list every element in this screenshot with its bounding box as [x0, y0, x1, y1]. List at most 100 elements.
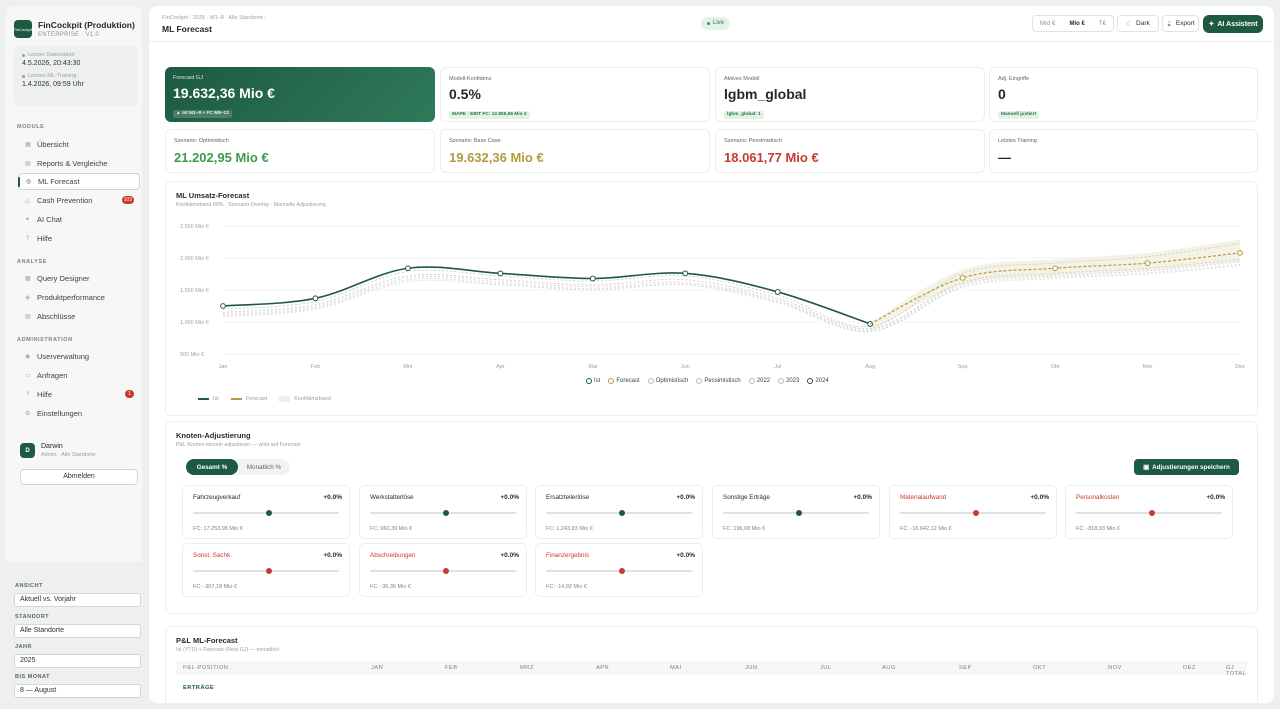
legend-item[interactable]: Optimistisch	[647, 378, 689, 384]
legend-item[interactable]: Pessimistisch	[696, 378, 741, 384]
sidebar: FinCockpit FinCockpit (Produktion) ENTER…	[6, 6, 142, 703]
node-slider[interactable]	[193, 510, 339, 516]
legend-item: Konfidenzband	[279, 396, 331, 402]
series-line-ist	[222, 266, 871, 325]
nav-item-ai-chat[interactable]: ✦ AI Chat	[18, 211, 140, 228]
pl-column-header: DEZ	[1183, 665, 1196, 671]
unit-t[interactable]: T€	[1098, 20, 1106, 27]
sparkle-icon: ✦	[1208, 21, 1215, 28]
nav-section-admin: ADMINISTRATION	[17, 337, 73, 343]
y-tick-label: 2.000 Mio €	[180, 256, 209, 262]
legend-item[interactable]: 2023	[778, 378, 799, 384]
nav-item-admin-hilfe[interactable]: ? Hilfe 1	[18, 386, 140, 403]
slider-handle[interactable]	[266, 510, 272, 516]
legend-label: Ist	[213, 396, 219, 402]
legend-item[interactable]: 2024	[807, 378, 829, 384]
site-select[interactable]: Alle Standorte	[14, 624, 141, 638]
legend-item[interactable]: Ist	[586, 378, 600, 384]
node-slider[interactable]	[723, 510, 869, 516]
slider-handle[interactable]	[266, 568, 272, 574]
legend-label: Optimistisch	[655, 378, 689, 384]
legend-circle-icon	[748, 378, 755, 384]
x-tick-label: Aug	[865, 364, 875, 370]
slider-handle[interactable]	[1149, 510, 1155, 516]
y-tick-label: 2.500 Mio €	[180, 224, 209, 230]
x-tick-label: Dez	[1235, 364, 1245, 370]
y-tick-label: 1.000 Mio €	[180, 320, 209, 326]
node-slider[interactable]	[546, 568, 692, 574]
sync-value: 4.5.2026, 20:43:30	[22, 60, 81, 67]
logout-button[interactable]: Abmelden	[20, 469, 138, 485]
nav-item-cash-prevention[interactable]: △ Cash Prevention 103	[18, 192, 140, 209]
export-button[interactable]: ⇣ Export	[1162, 15, 1199, 32]
nav-item-uebersicht[interactable]: ▦ Übersicht	[18, 136, 140, 153]
slider-handle[interactable]	[619, 510, 625, 516]
brand-name: FinCockpit (Produktion)	[38, 20, 135, 30]
unit-mio[interactable]: Mio €	[1069, 20, 1085, 27]
nav-item-anfragen[interactable]: ▭ Anfragen	[18, 367, 140, 384]
forecast-point	[959, 274, 966, 281]
cash-icon: △	[25, 198, 30, 204]
kpi-adjustments: Adj. Eingriffe 0 Manuell justiert	[989, 67, 1258, 122]
nav-item-produktperformance[interactable]: ◈ Produktperformance	[18, 289, 140, 306]
node-card: Personalkosten +0.0% FC: -818,93 Mio €	[1065, 485, 1233, 539]
kpi-label: Aktives Modell	[724, 76, 760, 82]
nav-item-userverwaltung[interactable]: ◉ Userverwaltung	[18, 348, 140, 365]
node-card: Sonstige Erträge +0.0% FC: 196,08 Mio €	[712, 485, 880, 539]
status-dot-icon	[22, 53, 25, 57]
x-tick-label: Nov	[1143, 364, 1153, 370]
legend-item[interactable]: Forecast	[608, 378, 640, 384]
ai-assistant-button[interactable]: ✦ AI Assistent	[1203, 15, 1263, 33]
node-slider[interactable]	[370, 568, 516, 574]
node-forecast: FC: -307,18 Mio €	[193, 584, 238, 590]
nav-section-module: MODULE	[17, 124, 45, 130]
node-percent: +0.0%	[323, 494, 342, 501]
node-slider[interactable]	[1076, 510, 1222, 516]
legend-item[interactable]: 2022	[748, 378, 770, 384]
node-slider[interactable]	[900, 510, 1046, 516]
nav-label: Übersicht	[37, 140, 69, 149]
slider-handle[interactable]	[796, 510, 802, 516]
kpi-pill: Manuell justiert	[998, 111, 1040, 119]
node-slider[interactable]	[193, 568, 339, 574]
nav-label: Anfragen	[37, 371, 68, 380]
nav-item-einstellungen[interactable]: ⚙ Einstellungen	[18, 405, 140, 422]
pl-column-header: JAN	[371, 665, 384, 671]
tab-gesamt[interactable]: Gesamt %	[186, 459, 238, 475]
node-slider[interactable]	[546, 510, 692, 516]
node-percent: +0.0%	[1206, 494, 1225, 501]
x-tick-label: Mrz	[403, 364, 412, 370]
pl-subtitle: Ist (YTD) + Forecast (Rest-GJ) — monatli…	[176, 647, 280, 653]
view-select[interactable]: Aktuell vs. Vorjahr	[14, 593, 141, 607]
slider-handle[interactable]	[619, 568, 625, 574]
query-icon: ▦	[25, 276, 31, 282]
ist-point	[220, 303, 226, 309]
breadcrumb[interactable]: FinCockpit · 2025 · M1–8 · Alle Standort…	[162, 15, 267, 21]
node-forecast: FC: 17.253,98 Mio €	[193, 526, 243, 532]
unit-mrd[interactable]: Mrd €	[1040, 20, 1056, 27]
nav-label: ML Forecast	[38, 177, 80, 186]
slider-handle[interactable]	[443, 568, 449, 574]
users-icon: ◉	[25, 354, 31, 360]
forecast-chart-panel: ML Umsatz-Forecast Konfidenzband 80% · S…	[165, 181, 1258, 416]
sync-card: Letzter Datenstand 4.5.2026, 20:43:30 Le…	[14, 46, 138, 106]
year-select[interactable]: 2025	[14, 654, 141, 668]
nav-item-abschluesse[interactable]: ▤ Abschlüsse	[18, 308, 140, 325]
kpi-pill: ▲ Ist M1–8 + FC M9–12	[173, 110, 232, 118]
nav-item-ml-forecast[interactable]: ◎ ML Forecast	[18, 173, 140, 190]
nav-item-reports[interactable]: ▤ Reports & Vergleiche	[18, 155, 140, 172]
count-badge: 103	[121, 196, 134, 204]
month-select[interactable]: 8 — August	[14, 684, 141, 698]
node-name: Fahrzeugverkauf	[193, 494, 241, 501]
node-slider[interactable]	[370, 510, 516, 516]
slider-handle[interactable]	[973, 510, 979, 516]
dark-mode-button[interactable]: ☾ Dark	[1117, 15, 1159, 32]
save-adjustments-button[interactable]: ▣ Adjustierungen speichern	[1134, 459, 1239, 475]
status-dot-icon	[22, 74, 25, 78]
nav-item-query-designer[interactable]: ▦ Query Designer	[18, 270, 140, 287]
slider-handle[interactable]	[443, 510, 449, 516]
tab-monatlich[interactable]: Monatlich %	[246, 463, 282, 471]
closing-icon: ▤	[25, 314, 31, 320]
nav-item-hilfe[interactable]: ? Hilfe	[18, 230, 140, 247]
brand: FinCockpit FinCockpit (Produktion) ENTER…	[14, 20, 135, 38]
